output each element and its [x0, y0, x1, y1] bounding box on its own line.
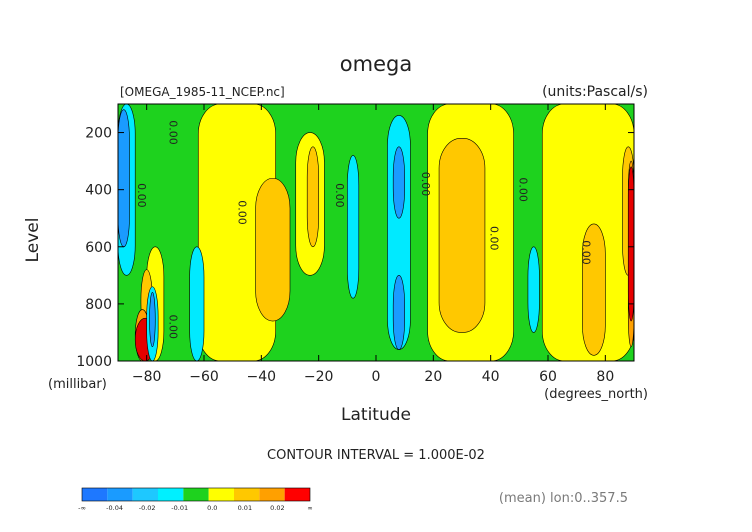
source-label: [OMEGA_1985-11_NCEP.nc] — [120, 85, 285, 99]
colorbar-swatch — [284, 488, 310, 501]
y-unit-label: (millibar) — [48, 377, 107, 392]
colorbar-swatch — [259, 488, 285, 501]
y-axis: 200 400 600 800 1000 — [76, 126, 634, 370]
colorbar-label: -0.04 — [106, 504, 123, 512]
contour-label: 0.00 — [235, 200, 248, 225]
region-gold-2 — [438, 137, 486, 333]
contour-interval-text: CONTOUR INTERVAL = 1.000E-02 — [267, 448, 485, 463]
region-gold-3 — [582, 223, 606, 356]
x-axis-label: Latitude — [341, 405, 411, 425]
contour-label: 0.00 — [516, 177, 529, 202]
region-cyan-3 — [189, 246, 205, 362]
region-gold-1 — [306, 146, 319, 248]
contour-label: 0.00 — [135, 183, 148, 208]
region-cyan-5 — [527, 246, 540, 333]
x-tick-label: 80 — [596, 369, 614, 385]
x-tick-label: −40 — [247, 369, 277, 385]
region-blue-3 — [149, 292, 156, 348]
x-unit-label: (degrees_north) — [544, 387, 648, 402]
colorbar-label: -0.02 — [139, 504, 156, 512]
colorbar-swatch — [234, 488, 260, 501]
x-tick-label: 0 — [372, 369, 381, 385]
plot-area: 0.00 0.00 0.00 0.00 0.00 0.00 0.00 0.00 0.00 — [117, 103, 635, 362]
colorbar-label: ∞ — [307, 504, 312, 512]
region-blue-0 — [117, 109, 130, 248]
region-blue-2 — [392, 275, 405, 350]
y-tick-label: 600 — [85, 240, 112, 256]
x-tick-label: 40 — [482, 369, 500, 385]
contour-label: 0.00 — [488, 226, 501, 251]
colorbar: -∞ -0.04 -0.02 -0.01 0.0 0.01 0.02 ∞ — [78, 487, 313, 512]
contour-label: 0.00 — [579, 240, 592, 265]
contour-label: 0.00 — [419, 172, 432, 197]
region-blue-1 — [392, 146, 405, 219]
x-tick-label: 20 — [424, 369, 442, 385]
contour-label: 0.00 — [167, 120, 180, 145]
x-tick-label: −80 — [132, 369, 162, 385]
colorbar-label: -0.01 — [171, 504, 188, 512]
colorbar-label: 0.0 — [207, 504, 217, 512]
colorbar-frame — [81, 487, 311, 502]
colorbar-swatch — [82, 488, 108, 501]
colorbar-label: -∞ — [78, 504, 86, 512]
colorbar-swatch — [158, 488, 184, 501]
y-tick-label: 400 — [85, 183, 112, 199]
contour-label: 0.00 — [167, 314, 180, 339]
units-label: (units:Pascal/s) — [542, 84, 648, 100]
colorbar-swatch — [132, 488, 158, 501]
colorbar-label: 0.01 — [238, 504, 252, 512]
contour-labels: 0.00 0.00 0.00 0.00 0.00 0.00 0.00 0.00 0.00 — [135, 120, 592, 339]
x-tick-label: −20 — [304, 369, 334, 385]
y-axis-label: Level — [23, 218, 43, 263]
y-tick-label: 800 — [85, 297, 112, 313]
region-gold-0 — [255, 177, 291, 322]
contour-label: 0.00 — [333, 183, 346, 208]
y-tick-label: 1000 — [76, 354, 112, 370]
x-tick-label: 60 — [539, 369, 557, 385]
colorbar-label: 0.02 — [270, 504, 284, 512]
colorbar-swatch — [107, 488, 133, 501]
colorbar-swatch — [183, 488, 209, 501]
shaded-regions — [117, 103, 635, 362]
colorbar-swatch — [208, 488, 234, 501]
region-cyan-2 — [347, 155, 360, 299]
x-axis: −80 −60 −40 −20 0 20 40 60 80 — [132, 104, 614, 385]
x-tick-label: −60 — [189, 369, 219, 385]
chart-title: omega — [340, 52, 412, 76]
y-tick-label: 200 — [85, 126, 112, 142]
footer-note: (mean) lon:0..357.5 — [499, 491, 628, 506]
